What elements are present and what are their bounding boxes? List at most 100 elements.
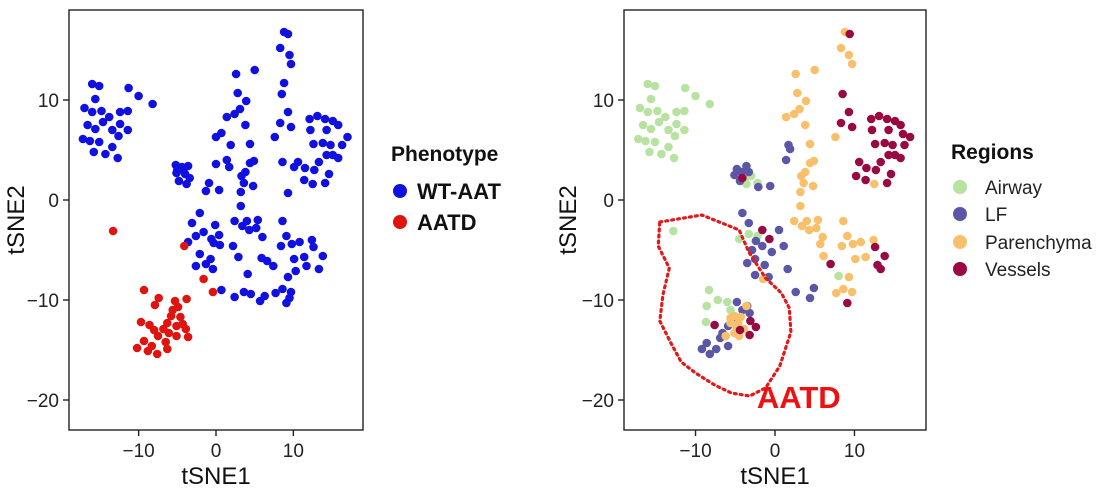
- point-wt-aat: [115, 119, 125, 129]
- point-aatd: [150, 300, 160, 310]
- point-lf: [751, 236, 761, 246]
- point-airway: [634, 134, 643, 144]
- y-tick-label: 10: [38, 91, 59, 112]
- point-wt-aat: [113, 153, 122, 163]
- point-parenchyma: [809, 156, 819, 166]
- y-tick-label: 0: [48, 191, 59, 212]
- point-wt-aat: [283, 107, 293, 117]
- point-wt-aat: [80, 103, 89, 113]
- legend-label-vessels: Vessels: [985, 260, 1050, 281]
- point-wt-aat: [305, 114, 314, 124]
- point-vessels: [905, 132, 915, 142]
- point-airway: [713, 295, 723, 305]
- point-airway: [646, 124, 656, 134]
- point-wt-aat: [307, 235, 317, 245]
- point-airway: [638, 120, 648, 130]
- point-airway: [744, 229, 754, 239]
- plot-frame: [623, 9, 927, 431]
- legend-label-parenchyma: Parenchyma: [985, 233, 1092, 254]
- point-wt-aat: [333, 153, 343, 163]
- point-wt-aat: [195, 249, 205, 259]
- points-layer: [78, 27, 352, 359]
- point-vessels: [871, 165, 881, 175]
- point-parenchyma: [796, 201, 805, 211]
- point-vessels: [745, 330, 754, 340]
- point-wt-aat: [308, 179, 318, 189]
- point-vessels: [843, 298, 852, 308]
- point-vessels: [862, 163, 871, 173]
- point-wt-aat: [343, 132, 352, 142]
- point-vessels: [873, 260, 882, 270]
- point-parenchyma: [796, 171, 806, 181]
- point-parenchyma: [844, 272, 854, 282]
- point-lf: [765, 181, 775, 191]
- point-parenchyma: [804, 225, 814, 235]
- point-aatd: [173, 302, 183, 312]
- point-wt-aat: [245, 225, 254, 235]
- point-wt-aat: [214, 230, 224, 240]
- point-parenchyma: [837, 241, 847, 251]
- point-lf: [732, 297, 742, 307]
- point-parenchyma: [856, 237, 866, 247]
- legend-key-parenchyma: [953, 235, 967, 249]
- point-airway: [705, 99, 715, 109]
- point-wt-aat: [322, 150, 331, 160]
- point-airway: [650, 137, 660, 147]
- point-vessels: [900, 140, 909, 150]
- point-wt-aat: [318, 138, 328, 148]
- point-lf: [774, 225, 784, 235]
- point-airway: [701, 317, 711, 327]
- legend-label-lf: LF: [985, 205, 1007, 226]
- point-wt-aat: [204, 178, 214, 188]
- point-wt-aat: [314, 264, 324, 274]
- legend-key-airway: [953, 180, 967, 194]
- point-airway: [654, 117, 664, 127]
- point-vessels: [874, 111, 884, 121]
- point-parenchyma: [808, 181, 818, 191]
- point-wt-aat: [222, 112, 232, 122]
- point-parenchyma: [839, 284, 848, 294]
- point-vessels: [735, 325, 745, 335]
- point-lf: [745, 308, 754, 318]
- point-parenchyma: [795, 104, 804, 114]
- point-aatd: [136, 317, 146, 327]
- point-aatd: [176, 312, 185, 322]
- point-wt-aat: [108, 125, 117, 135]
- point-wt-aat: [124, 83, 133, 93]
- point-wt-aat: [337, 140, 347, 150]
- point-wt-aat: [269, 261, 278, 271]
- point-airway: [653, 106, 662, 116]
- point-airway: [680, 125, 689, 135]
- point-wt-aat: [286, 59, 296, 69]
- point-parenchyma: [799, 178, 808, 188]
- point-wt-aat: [239, 287, 249, 297]
- point-wt-aat: [236, 187, 246, 197]
- point-aatd: [180, 241, 189, 251]
- point-aatd: [139, 336, 149, 346]
- point-wt-aat: [195, 208, 205, 218]
- legend-label-wt-aat: WT-AAT: [417, 179, 501, 204]
- point-lf: [781, 155, 791, 165]
- point-parenchyma: [851, 254, 860, 264]
- point-parenchyma: [810, 65, 819, 75]
- point-aatd: [139, 285, 149, 295]
- point-parenchyma: [813, 215, 823, 225]
- point-wt-aat: [228, 241, 238, 251]
- point-vessels: [851, 171, 861, 181]
- point-wt-aat: [243, 269, 252, 279]
- legend-label-airway: Airway: [985, 178, 1043, 199]
- point-wt-aat: [211, 159, 221, 169]
- point-parenchyma: [793, 88, 802, 98]
- point-wt-aat: [275, 43, 285, 53]
- point-aatd: [108, 226, 118, 236]
- point-wt-aat: [289, 254, 299, 264]
- point-wt-aat: [235, 104, 245, 114]
- point-vessels: [882, 114, 892, 124]
- point-lf: [805, 293, 815, 303]
- point-wt-aat: [299, 252, 309, 262]
- point-wt-aat: [217, 128, 226, 138]
- point-parenchyma: [843, 231, 852, 241]
- point-wt-aat: [174, 176, 184, 186]
